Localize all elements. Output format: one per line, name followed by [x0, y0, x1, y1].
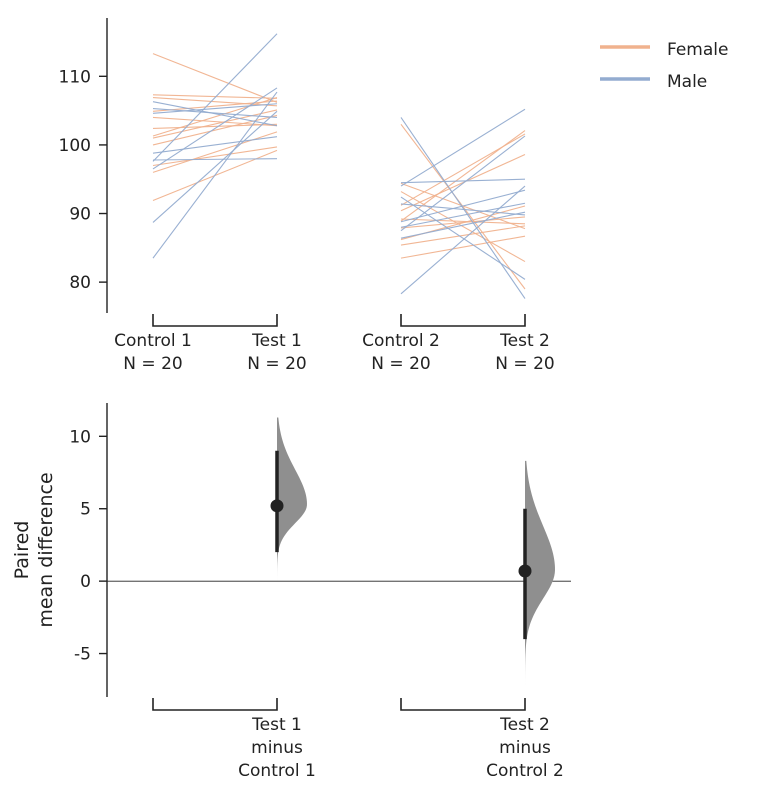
raw-group-n-label: N = 20	[495, 354, 554, 374]
paired-line	[400, 196, 526, 280]
paired-line	[152, 91, 278, 259]
raw-y-tick-label: 90	[69, 205, 91, 225]
paired-line	[152, 97, 278, 107]
delta-y-tick-label: 5	[80, 500, 91, 520]
delta-x-axis-bracket	[152, 698, 278, 711]
paired-line	[400, 225, 526, 246]
comparison-label: Control 2	[486, 761, 564, 781]
raw-group-label: Control 2	[362, 331, 440, 351]
comparison-label: Control 1	[238, 761, 316, 781]
paired-line	[400, 235, 526, 259]
raw-y-tick-label: 80	[69, 273, 91, 293]
legend-male-label: Male	[667, 72, 707, 92]
mean-difference-point	[270, 499, 284, 513]
delta-y-axis-title-line2: mean difference	[35, 472, 57, 627]
delta-y-tick-label: 0	[80, 572, 91, 592]
paired-line	[152, 53, 278, 103]
paired-line	[400, 135, 526, 232]
paired-line	[400, 202, 526, 228]
paired-line	[400, 117, 526, 299]
delta-y-axis-title-line1: Paired	[11, 521, 33, 580]
paired-line	[400, 124, 526, 290]
delta-y-tick-label: 10	[69, 427, 91, 447]
raw-x-axis-bracket	[152, 314, 278, 327]
paired-line	[400, 218, 526, 225]
paired-line	[152, 101, 278, 127]
raw-y-tick-label: 110	[59, 67, 91, 87]
comparison-label: minus	[251, 738, 303, 758]
bootstrap-distribution	[525, 460, 555, 686]
female-series	[152, 53, 526, 290]
raw-group-label: Test 1	[251, 331, 302, 351]
paired-line	[400, 211, 526, 239]
paired-line	[400, 178, 526, 184]
raw-group-label: Test 2	[499, 331, 550, 351]
raw-data-panel: 80 90 100 110 Control 1 N = 20 Test 1 N = 20 Con…	[59, 18, 555, 374]
raw-group-label: Control 1	[114, 331, 192, 351]
mean-difference-point	[518, 564, 532, 578]
delta-x-axis-bracket	[400, 698, 526, 711]
paired-line	[152, 110, 278, 223]
paired-line	[152, 33, 278, 162]
paired-line	[152, 123, 278, 130]
raw-group-n-label: N = 20	[123, 354, 182, 374]
paired-line	[152, 94, 278, 99]
paired-line	[152, 146, 278, 167]
bootstrap-distribution	[277, 417, 307, 590]
legend: Female Male	[600, 40, 728, 92]
male-series	[152, 33, 526, 299]
paired-line	[400, 189, 526, 223]
paired-line	[152, 108, 278, 119]
paired-line	[152, 97, 278, 137]
raw-x-axis-bracket	[400, 314, 526, 327]
paired-line	[152, 158, 278, 161]
legend-female-label: Female	[667, 40, 728, 60]
raw-group-n-label: N = 20	[247, 354, 306, 374]
raw-y-tick-label: 100	[59, 136, 91, 156]
paired-line	[152, 103, 278, 114]
raw-group-n-label: N = 20	[371, 354, 430, 374]
comparison-label: minus	[499, 738, 551, 758]
paired-line	[152, 116, 278, 127]
paired-line	[400, 203, 526, 216]
comparison-label: Test 1	[251, 715, 302, 735]
delta-y-tick-label: -5	[74, 645, 91, 665]
paired-line	[152, 109, 278, 139]
paired-line	[400, 191, 526, 263]
paired-line	[152, 87, 278, 170]
paired-line	[152, 131, 278, 173]
paired-line	[400, 108, 526, 187]
paired-line	[152, 136, 278, 154]
paired-line	[400, 185, 526, 295]
delta-y-axis-title: Paired mean difference	[11, 472, 57, 627]
comparison-label: Test 2	[499, 715, 550, 735]
delta-panel: -5 0 5 10 Test 1 minus Control 1 Test 2 minus Con…	[69, 403, 571, 781]
